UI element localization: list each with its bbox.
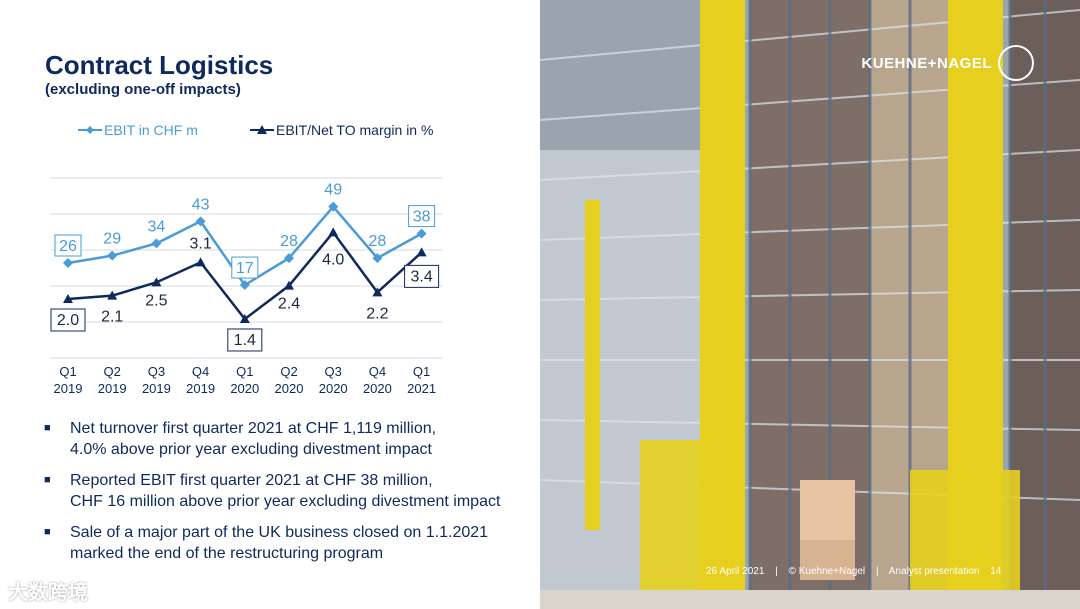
page-title: Contract Logistics bbox=[45, 50, 274, 80]
data-point-ebit bbox=[63, 258, 73, 268]
data-point-margin bbox=[107, 290, 118, 300]
data-label-ebit: 28 bbox=[369, 233, 387, 250]
slide-content: Contract Logistics (excluding one-off im… bbox=[44, 50, 534, 574]
data-label-box-ebit bbox=[408, 205, 436, 228]
data-label-ebit: 34 bbox=[148, 218, 166, 235]
bullet-line: 4.0% above prior year excluding divestme… bbox=[70, 441, 432, 458]
data-point-margin bbox=[416, 247, 427, 257]
data-label-ebit: 29 bbox=[103, 231, 121, 248]
data-label-margin: 3.4 bbox=[410, 268, 432, 285]
data-label-box-ebit bbox=[231, 256, 259, 279]
footer-separator: | bbox=[775, 566, 778, 577]
data-label-margin: 4.0 bbox=[322, 251, 344, 268]
data-label-margin: 2.2 bbox=[366, 305, 388, 322]
bullet-item: ■ Reported EBIT first quarter 2021 at CH… bbox=[44, 470, 534, 512]
data-label-ebit: 49 bbox=[324, 182, 342, 199]
watermark: 大数跨境 bbox=[8, 580, 88, 604]
bullet-item: ■ Net turnover first quarter 2021 at CHF… bbox=[44, 418, 534, 460]
data-label-margin: 2.5 bbox=[145, 292, 167, 309]
data-label-ebit: 43 bbox=[192, 196, 210, 213]
data-point-margin bbox=[372, 287, 383, 297]
data-label-box-margin bbox=[50, 308, 86, 332]
data-point-margin bbox=[284, 280, 294, 290]
data-label-margin: 3.1 bbox=[189, 235, 211, 252]
warehouse-illustration bbox=[540, 0, 1080, 609]
bullet-line: Sale of a major part of the UK business … bbox=[70, 524, 489, 541]
data-label-ebit: 38 bbox=[413, 209, 431, 226]
data-point-ebit bbox=[107, 250, 118, 261]
footer-date: 26 April 2021 bbox=[706, 566, 765, 577]
bullet-list: ■ Net turnover first quarter 2021 at CHF… bbox=[44, 418, 534, 574]
data-point-ebit bbox=[239, 280, 250, 291]
data-point-ebit bbox=[328, 201, 339, 212]
data-label-ebit: 17 bbox=[236, 260, 254, 277]
data-point-ebit bbox=[372, 253, 383, 264]
data-point-ebit bbox=[284, 253, 294, 264]
data-label-margin: 2.1 bbox=[101, 309, 123, 326]
footer-copyright: © Kuehne+Nagel bbox=[788, 566, 866, 577]
bullet-line: Reported EBIT first quarter 2021 at CHF … bbox=[70, 472, 433, 489]
data-point-margin bbox=[328, 227, 339, 237]
bullet-item: ■ Sale of a major part of the UK busines… bbox=[44, 522, 534, 564]
bullet-line: marked the end of the restructuring prog… bbox=[70, 545, 384, 562]
data-label-margin: 2.4 bbox=[278, 296, 300, 313]
data-label-margin: 2.0 bbox=[57, 312, 79, 329]
bullet-line: CHF 16 million above prior year excludin… bbox=[70, 493, 501, 510]
anchor-icon bbox=[998, 45, 1034, 81]
data-label-box-margin bbox=[404, 264, 440, 288]
legend-marker-margin bbox=[257, 125, 267, 134]
x-tick-label: Q1 2020 bbox=[230, 364, 259, 396]
x-tick-label: Q1 2021 bbox=[407, 364, 436, 396]
data-point-ebit bbox=[416, 228, 427, 239]
data-point-ebit bbox=[151, 238, 162, 249]
footer-doc: Analyst presentation bbox=[888, 566, 980, 577]
page-subtitle: (excluding one-off impacts) bbox=[45, 81, 241, 98]
data-point-margin bbox=[151, 277, 162, 287]
legend-label-ebit: EBIT in CHF m bbox=[104, 122, 198, 138]
data-label-ebit: 28 bbox=[280, 233, 298, 250]
data-label-ebit: 26 bbox=[59, 238, 77, 255]
x-tick-label: Q2 2020 bbox=[275, 364, 304, 396]
data-point-margin bbox=[239, 313, 250, 323]
x-tick-label: Q3 2019 bbox=[142, 364, 171, 396]
x-tick-label: Q4 2020 bbox=[363, 364, 392, 396]
data-label-box-margin bbox=[227, 328, 263, 352]
x-tick-label: Q1 2019 bbox=[54, 364, 83, 396]
square-bullet-icon: ■ bbox=[44, 474, 51, 486]
square-bullet-icon: ■ bbox=[44, 422, 51, 434]
x-tick-label: Q4 2019 bbox=[186, 364, 215, 396]
legend-marker-ebit bbox=[86, 126, 94, 134]
x-tick-label: Q2 2019 bbox=[98, 364, 127, 396]
bullet-line: Net turnover first quarter 2021 at CHF 1… bbox=[70, 420, 437, 437]
data-label-margin: 1.4 bbox=[234, 332, 256, 349]
warehouse-photo bbox=[540, 0, 1080, 609]
footer-separator: | bbox=[875, 566, 879, 577]
footer-page: 14 bbox=[990, 566, 1002, 577]
square-bullet-icon: ■ bbox=[44, 526, 51, 538]
company-logo: KUEHNE+NAGEL bbox=[861, 55, 992, 72]
x-tick-label: Q3 2020 bbox=[319, 364, 348, 396]
data-point-margin bbox=[195, 257, 206, 267]
data-point-margin bbox=[63, 294, 73, 303]
legend-label-margin: EBIT/Net TO margin in % bbox=[276, 122, 433, 138]
slide-footer: 26 April 2021 | © Kuehne+Nagel | Analyst… bbox=[706, 566, 1009, 577]
line-chart: EBIT in CHF m EBIT/Net TO margin in % 26 29… bbox=[50, 122, 443, 396]
data-point-ebit bbox=[195, 216, 206, 227]
data-label-box-ebit bbox=[54, 234, 82, 257]
